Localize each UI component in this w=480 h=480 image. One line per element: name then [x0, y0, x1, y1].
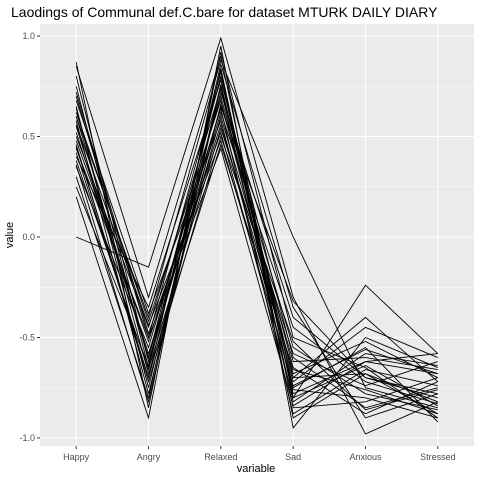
x-axis-ticks: Happy Angry Relaxed Sad Anxious Stressed [63, 446, 456, 462]
x-tick-label: Relaxed [204, 452, 237, 462]
y-tick-label: -1.0 [19, 433, 35, 443]
series-line-3 [75, 51, 439, 419]
x-tick-label: Anxious [349, 452, 382, 462]
series-line-28 [75, 104, 438, 395]
major-gridlines [40, 24, 474, 446]
x-tick-label: Sad [285, 452, 301, 462]
series-line-25 [75, 124, 438, 387]
y-axis-ticks: -1.0 -0.5 0.0 0.5 1.0 [19, 31, 40, 443]
y-tick-label: -0.5 [19, 332, 35, 342]
series-line-30 [75, 70, 438, 419]
series-line-26 [75, 108, 438, 415]
series-line-29 [75, 86, 439, 404]
series-line-16 [75, 102, 438, 411]
y-tick-label: 0.5 [22, 132, 35, 142]
chart-title: Laodings of Communal def.C.bare for data… [11, 4, 438, 20]
x-tick-label: Angry [137, 452, 161, 462]
series-line-27 [75, 147, 438, 407]
series-line-20 [75, 100, 438, 419]
y-tick-label: 1.0 [22, 31, 35, 41]
x-axis-label: variable [237, 463, 276, 475]
series-line-5 [75, 58, 438, 409]
series-lines [75, 36, 439, 435]
series-line-23 [75, 92, 439, 407]
y-axis-label: value [4, 222, 16, 248]
x-tick-label: Stressed [420, 452, 456, 462]
y-tick-label: 0.0 [22, 232, 35, 242]
x-tick-label: Happy [63, 452, 90, 462]
series-line-18 [75, 76, 438, 405]
series-line-1 [76, 36, 438, 435]
series-line-24 [75, 135, 438, 411]
